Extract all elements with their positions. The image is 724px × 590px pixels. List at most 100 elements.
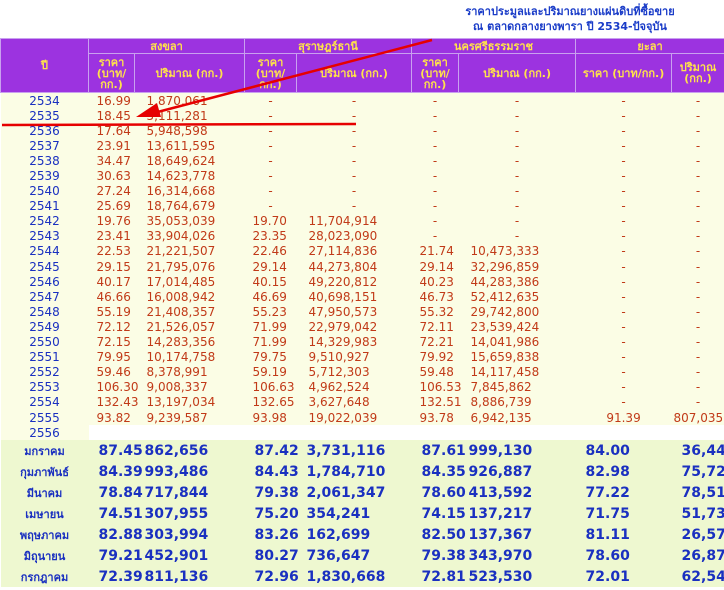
price-cell: 84.35: [411, 461, 466, 483]
quantity-cell: 137,367: [458, 524, 576, 546]
price-cell: -: [244, 168, 297, 184]
table-row: 2545 29.15 21,795,076 29.14 44,273,804 29.14 3…: [0, 259, 724, 275]
price-cell: 22.46: [244, 243, 297, 260]
caption-line-1: ราคาประมูลและปริมาณยางแผ่นดิบที่ซื้อขาย: [465, 5, 675, 18]
table-row: 2541 25.69 18,764,679- - - - - -: [0, 198, 724, 214]
price-cell: 72.15: [88, 334, 135, 350]
year-cell: 2537: [0, 138, 89, 154]
price-cell: -: [575, 319, 672, 335]
price-cell: 29.14: [244, 259, 297, 275]
price-cell: 40.17: [88, 274, 135, 290]
price-cell: 72.11: [411, 319, 459, 335]
price-cell: 132.51: [411, 394, 462, 410]
price-cell: 71.75: [575, 503, 672, 525]
quantity-cell: 9,008,337: [134, 379, 245, 395]
month-cell: มีนาคม: [0, 482, 89, 504]
table-row: 2538 34.47 18,649,624- - - - - -: [0, 153, 724, 169]
quantity-cell: -: [296, 123, 412, 139]
month-cell: มิถุนายน: [0, 545, 89, 567]
price-cell: 55.23: [244, 304, 297, 320]
price-cell: 16.99: [88, 92, 135, 109]
price-cell: 55.32: [411, 304, 459, 320]
price-cell: 84.43: [244, 461, 299, 483]
quantity-cell: 162,699: [296, 524, 412, 546]
price-cell: -: [575, 379, 672, 395]
quantity-cell: -: [671, 394, 724, 410]
price-cell: 82.50: [411, 524, 466, 546]
year-cell: 2550: [0, 334, 89, 350]
price-cell: 18.45: [88, 108, 135, 124]
price-cell: 72.12: [88, 319, 135, 335]
price-cell: 29.14: [411, 259, 459, 275]
quantity-cell: 807,035: [671, 409, 724, 426]
price-cell: -: [411, 108, 459, 124]
price-cell: -: [575, 228, 672, 244]
price-cell: 79.38: [244, 482, 299, 504]
price-cell: 72.81: [411, 566, 466, 588]
quantity-cell: 14,283,356: [134, 334, 245, 350]
price-cell: 91.39: [575, 409, 672, 426]
table-row: 2554 132.43 13,197,034 132.65 3,627,648 132.5…: [0, 394, 724, 410]
price-cell: -: [575, 349, 672, 365]
price-cell: -: [575, 198, 672, 214]
header-price: ราคา (บาท/ กก.): [244, 53, 297, 93]
price-cell: -: [411, 183, 459, 199]
year-cell: 2539: [0, 168, 89, 184]
price-cell: 59.48: [411, 364, 459, 380]
header-market-songkhla: สงขลา: [88, 38, 245, 54]
caption-line-2: ณ ตลาดกลางยางพารา ปี 2534-ปัจจุบัน: [473, 20, 667, 33]
price-cell: 83.26: [244, 524, 299, 546]
price-cell: 106.53: [411, 379, 462, 395]
price-cell: 23.35: [244, 228, 297, 244]
rubber-price-table: ปี สงขลา สุราษฎร์ธานี นครศรีธรรมราช ยะลา…: [0, 38, 724, 588]
price-cell: -: [575, 153, 672, 169]
table-row: 2539 30.63 14,623,778- - - - - -: [0, 168, 724, 184]
price-cell: 81.11: [575, 524, 672, 546]
price-cell: 71.99: [244, 319, 297, 335]
year-cell: 2540: [0, 183, 89, 199]
price-cell: -: [411, 123, 459, 139]
quantity-cell: 8,378,991: [134, 364, 245, 380]
price-cell: 72.21: [411, 334, 459, 350]
quantity-cell: 862,656: [134, 440, 245, 462]
price-cell: -: [244, 123, 297, 139]
quantity-cell: 6,942,135: [458, 409, 576, 426]
price-cell: -: [575, 259, 672, 275]
quantity-cell: 21,795,076: [134, 259, 245, 275]
quantity-cell: -: [296, 138, 412, 154]
price-cell: -: [411, 213, 459, 229]
quantity-cell: -: [458, 228, 576, 244]
header-quantity: ปริมาณ (กก.): [671, 53, 724, 93]
table-row: พฤษภาคม 82.88 303,994 83.26 162,699 82.50 137,…: [0, 524, 724, 546]
quantity-cell: 18,649,624: [134, 153, 245, 169]
quantity-cell: -: [458, 108, 576, 124]
month-cell: กรกฎาคม: [0, 566, 89, 588]
price-cell: -: [575, 289, 672, 305]
quantity-cell: -: [296, 198, 412, 214]
table-row: 2553 106.30 9,008,337 106.63 4,962,524 106.53…: [0, 379, 724, 395]
quantity-cell: 811,136: [134, 566, 245, 588]
quantity-cell: 5,948,598: [134, 123, 245, 139]
price-cell: 87.61: [411, 440, 466, 462]
price-cell: 72.01: [575, 566, 672, 588]
quantity-cell: -: [458, 153, 576, 169]
year-cell: 2543: [0, 228, 89, 244]
price-cell: -: [575, 274, 672, 290]
price-cell: 78.60: [575, 545, 672, 567]
price-cell: -: [575, 138, 672, 154]
quantity-cell: 49,220,812: [296, 274, 412, 290]
year-cell: 2551: [0, 349, 89, 365]
header-quantity: ปริมาณ (กก.): [134, 53, 245, 93]
price-cell: 29.15: [88, 259, 135, 275]
quantity-cell: -: [671, 138, 724, 154]
table-row: 2540 27.24 16,314,668- - - - - -: [0, 183, 724, 199]
table-body: 2534 16.99 1,870,061- - - - - -2535 18.45 5,111,2…: [0, 92, 724, 588]
price-cell: 106.30: [88, 379, 139, 395]
price-cell: 72.96: [244, 566, 299, 588]
header-price: ราคา (บาท/ กก.): [411, 53, 460, 93]
table-row: 2546 40.17 17,014,485 40.15 49,220,812 40.23 4…: [0, 274, 724, 290]
price-cell: 79.21: [88, 545, 143, 567]
quantity-cell: 18,764,679: [134, 198, 245, 214]
price-cell: 79.92: [411, 349, 459, 365]
price-cell: -: [575, 108, 672, 124]
